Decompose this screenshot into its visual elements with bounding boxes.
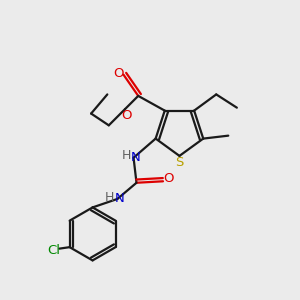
Text: O: O xyxy=(163,172,174,185)
Text: N: N xyxy=(114,193,124,206)
Text: H: H xyxy=(122,149,131,162)
Text: O: O xyxy=(113,67,124,80)
Text: Cl: Cl xyxy=(47,244,60,256)
Text: S: S xyxy=(175,156,184,169)
Text: H: H xyxy=(104,191,114,204)
Text: N: N xyxy=(131,151,141,164)
Text: O: O xyxy=(121,109,132,122)
